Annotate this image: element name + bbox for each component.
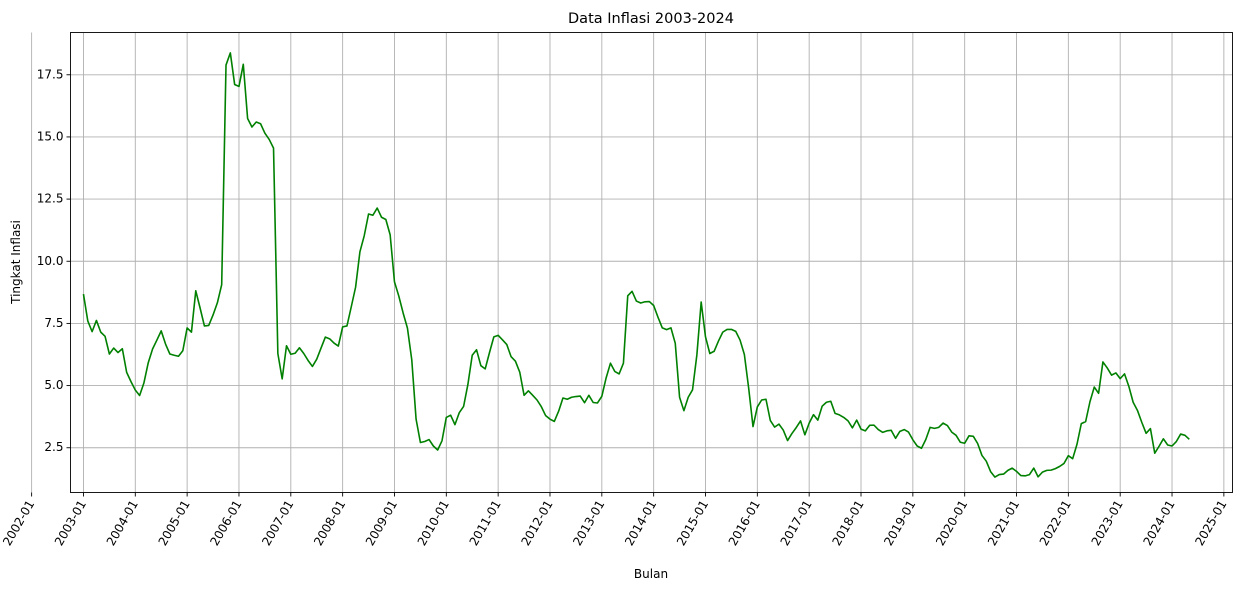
x-tick-label: 2007-01 — [259, 498, 296, 548]
x-tick-label: 2021-01 — [985, 498, 1022, 548]
y-tick-label: 15.0 — [37, 129, 64, 143]
x-tick-label: 2010-01 — [415, 498, 452, 548]
x-tick-label: 2019-01 — [881, 498, 918, 548]
x-tick-label: 2024-01 — [1140, 498, 1177, 548]
chart-title: Data Inflasi 2003-2024 — [568, 11, 734, 27]
x-tick-label: 2011-01 — [467, 498, 504, 548]
y-axis-label: Tingkat Inflasi — [9, 220, 23, 305]
x-tick-label: 2018-01 — [829, 498, 866, 548]
y-tick-label: 5.0 — [44, 378, 63, 392]
y-tick-label: 10.0 — [37, 254, 64, 268]
x-tick-label: 2023-01 — [1089, 498, 1126, 548]
y-tick-label: 2.5 — [44, 440, 63, 454]
x-tick-label: 2004-01 — [104, 498, 141, 548]
x-tick-label: 2008-01 — [311, 498, 348, 548]
x-tick-label: 2025-01 — [1192, 498, 1229, 548]
x-tick-label: 2009-01 — [363, 498, 400, 548]
y-tick-label: 12.5 — [37, 192, 64, 206]
x-tick-label: 2003-01 — [52, 498, 89, 548]
x-axis-ticks: 2002-01 2003-01 2004-01 2005-01 2006-01 2007-… — [0, 492, 1229, 548]
x-axis-label: Bulan — [634, 567, 668, 581]
y-tick-label: 17.5 — [37, 67, 64, 81]
x-tick-label: 2022-01 — [1037, 498, 1074, 548]
x-tick-label: 2013-01 — [570, 498, 607, 548]
x-tick-label: 2015-01 — [674, 498, 711, 548]
x-tick-label: 2016-01 — [726, 498, 763, 548]
series-line-inflasi — [82, 52, 1190, 478]
y-tick-label: 7.5 — [44, 316, 63, 330]
x-tick-label: 2017-01 — [778, 498, 815, 548]
y-axis-ticks: 2.5 5.0 7.5 10.0 12.5 15.0 17.5 — [37, 67, 71, 454]
x-tick-label: 2020-01 — [933, 498, 970, 548]
axes-frame — [70, 32, 1233, 493]
x-tick-label: 2012-01 — [518, 498, 555, 548]
x-tick-label: 2005-01 — [156, 498, 193, 548]
grid — [31, 32, 1233, 493]
x-tick-label: 2002-01 — [0, 498, 37, 548]
x-tick-label: 2014-01 — [622, 498, 659, 548]
x-tick-label: 2006-01 — [207, 498, 244, 548]
